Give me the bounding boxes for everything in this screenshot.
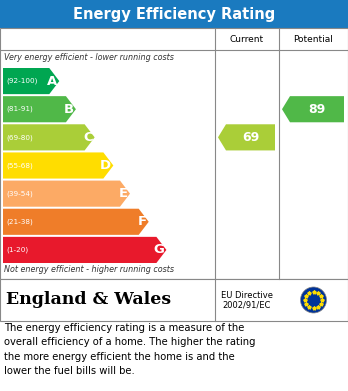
Text: Not energy efficient - higher running costs: Not energy efficient - higher running co…: [4, 265, 174, 274]
Polygon shape: [218, 124, 275, 151]
Text: England & Wales: England & Wales: [6, 292, 171, 308]
Text: Energy Efficiency Rating: Energy Efficiency Rating: [73, 7, 275, 22]
Text: (1-20): (1-20): [6, 247, 28, 253]
Polygon shape: [3, 152, 113, 179]
Text: C: C: [83, 131, 93, 144]
Text: Potential: Potential: [294, 34, 333, 43]
Polygon shape: [3, 124, 95, 151]
Text: D: D: [100, 159, 111, 172]
Circle shape: [301, 287, 326, 313]
Polygon shape: [3, 96, 76, 122]
Text: 69: 69: [242, 131, 259, 144]
Bar: [0, 0, 348, 28]
Polygon shape: [3, 209, 149, 235]
Text: Current: Current: [230, 34, 264, 43]
Text: (55-68): (55-68): [6, 162, 33, 169]
Bar: [0, 279, 348, 321]
Polygon shape: [3, 68, 59, 94]
Polygon shape: [282, 96, 344, 122]
Text: Very energy efficient - lower running costs: Very energy efficient - lower running co…: [4, 53, 174, 62]
Text: 2002/91/EC: 2002/91/EC: [223, 301, 271, 310]
Text: (81-91): (81-91): [6, 106, 33, 113]
Text: EU Directive: EU Directive: [221, 291, 273, 300]
Text: (21-38): (21-38): [6, 219, 33, 225]
Text: E: E: [119, 187, 128, 200]
Text: A: A: [47, 75, 57, 88]
Text: (69-80): (69-80): [6, 134, 33, 141]
Text: (92-100): (92-100): [6, 78, 37, 84]
Text: The energy efficiency rating is a measure of the
overall efficiency of a home. T: The energy efficiency rating is a measur…: [4, 323, 255, 376]
Text: 89: 89: [308, 103, 326, 116]
Text: G: G: [153, 244, 164, 256]
Polygon shape: [3, 237, 166, 263]
Polygon shape: [3, 181, 130, 207]
Text: (39-54): (39-54): [6, 190, 33, 197]
Text: F: F: [137, 215, 147, 228]
Bar: [0, 28, 348, 279]
Text: B: B: [64, 103, 74, 116]
